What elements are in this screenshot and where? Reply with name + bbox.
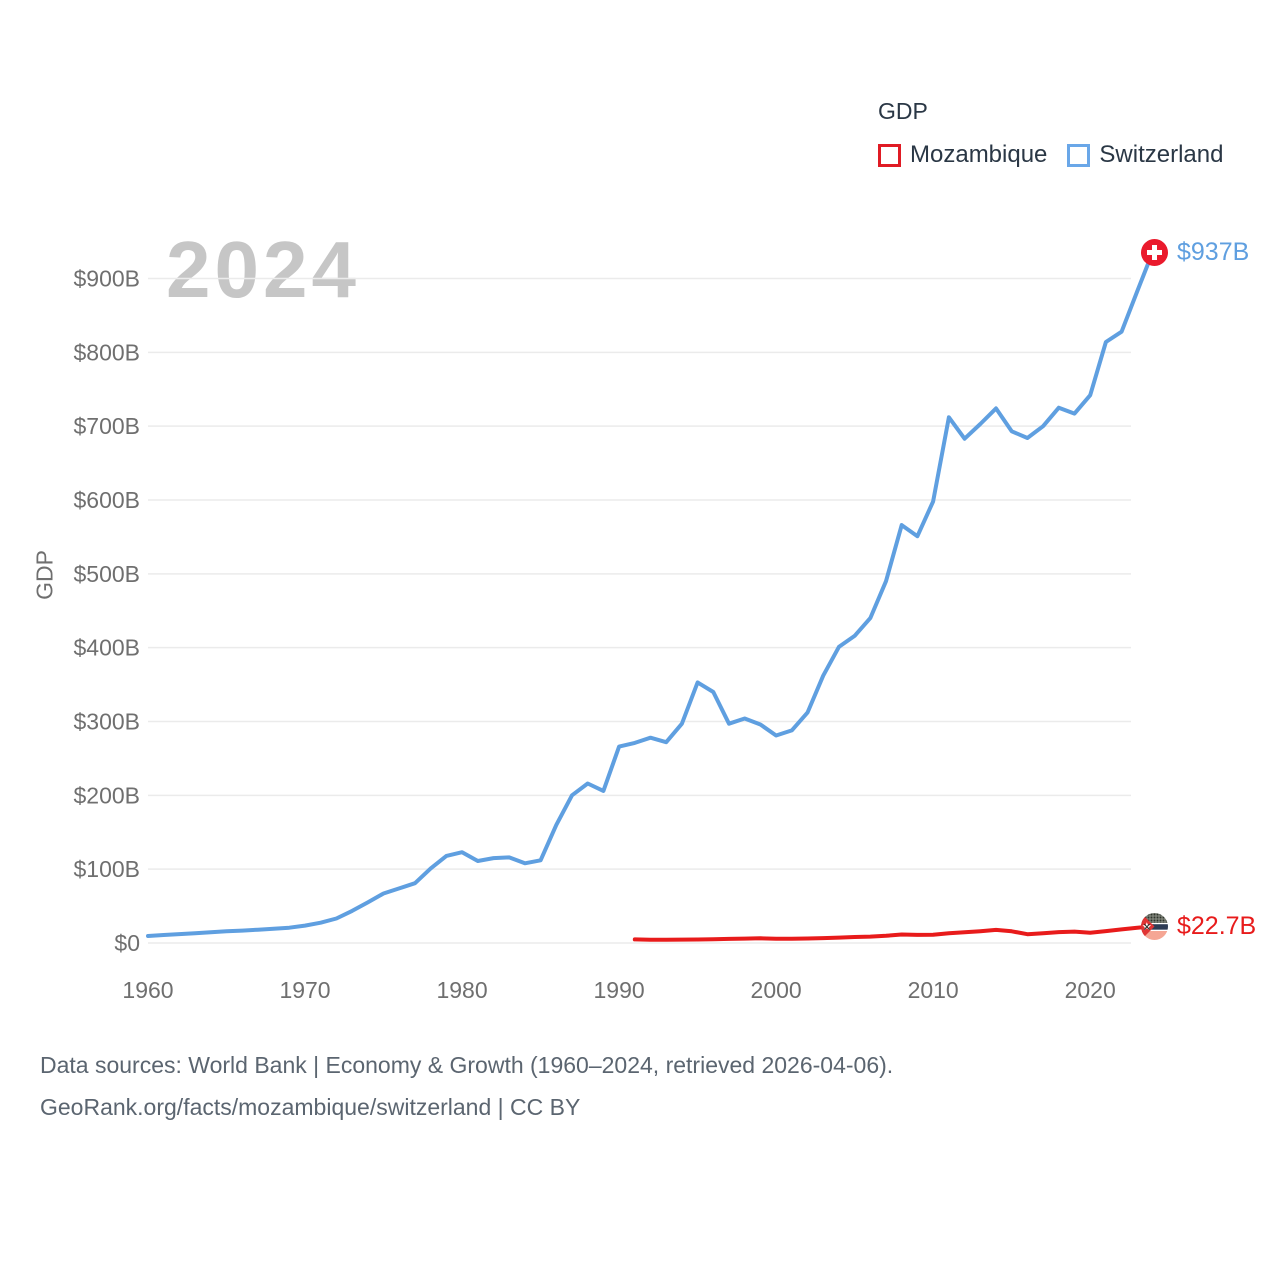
- y-tick-label: $100B: [73, 856, 140, 882]
- data-sources-line: Data sources: World Bank | Economy & Gro…: [40, 1052, 894, 1078]
- switzerland-end-value: $937B: [1177, 238, 1250, 266]
- watermark-year: 2024: [166, 225, 360, 314]
- y-tick-label: $0: [114, 930, 140, 956]
- x-tick-label: 1960: [122, 977, 173, 1003]
- y-tick-label: $900B: [73, 266, 140, 292]
- legend-item-switzerland[interactable]: Switzerland: [1099, 141, 1224, 168]
- y-tick-label: $500B: [73, 561, 140, 587]
- switzerland-end-marker: $937B: [1141, 238, 1249, 267]
- legend-swatch-mozambique[interactable]: [878, 143, 901, 167]
- series-line-mozambique[interactable]: [632, 924, 1155, 942]
- x-tick-label: 1970: [279, 977, 330, 1003]
- y-tick-label: $600B: [73, 487, 140, 513]
- y-tick-label: $200B: [73, 782, 140, 808]
- mozambique-end-value: $22.7B: [1177, 912, 1257, 940]
- x-tick-label: 2020: [1065, 977, 1116, 1003]
- y-tick-label: $400B: [73, 635, 140, 661]
- switzerland-flag-icon: [1141, 239, 1168, 266]
- source-url-line: GeoRank.org/facts/mozambique/switzerland…: [40, 1094, 581, 1120]
- legend-swatch-switzerland[interactable]: [1067, 143, 1091, 167]
- mozambique-flag-icon: [1141, 913, 1168, 940]
- attribution: Data sources: World Bank | Economy & Gro…: [40, 1044, 893, 1128]
- legend-item-mozambique[interactable]: Mozambique: [910, 141, 1048, 168]
- y-tick-label: $800B: [73, 339, 140, 365]
- x-tick-label: 2010: [908, 977, 959, 1003]
- legend-title: GDP: [878, 98, 928, 124]
- legend: GDP Mozambique Switzerland: [878, 98, 1223, 169]
- series-line-switzerland[interactable]: [146, 249, 1155, 938]
- y-tick-label: $300B: [73, 709, 140, 735]
- x-tick-label: 2000: [751, 977, 802, 1003]
- y-tick-label: $700B: [73, 413, 140, 439]
- x-tick-label: 1990: [594, 977, 645, 1003]
- mozambique-end-marker: $22.7B: [1141, 912, 1256, 941]
- x-tick-label: 1980: [436, 977, 487, 1003]
